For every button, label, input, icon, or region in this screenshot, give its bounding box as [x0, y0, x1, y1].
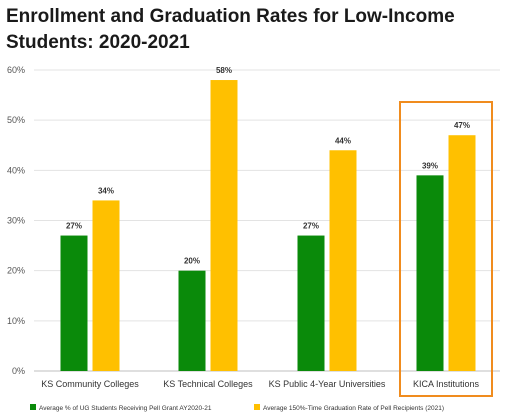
chart-title: Enrollment and Graduation Rates for Low-… [6, 4, 500, 56]
highlight-box [399, 101, 493, 397]
data-label: 39% [422, 161, 438, 170]
category-label: KS Technical Colleges [163, 379, 253, 389]
bar [416, 175, 444, 371]
data-label: 27% [303, 222, 319, 231]
bar [178, 270, 206, 371]
bar [448, 135, 476, 371]
category-label: KS Public 4-Year Universities [269, 379, 386, 389]
legend-label: Average 150%-Time Graduation Rate of Pel… [263, 405, 444, 412]
data-label: 34% [98, 186, 114, 195]
data-label: 44% [335, 136, 351, 145]
bar [297, 235, 325, 371]
bar [92, 200, 120, 371]
category-label: KICA Institutions [413, 379, 480, 389]
y-tick-label: 30% [7, 216, 25, 226]
y-tick-label: 10% [7, 316, 25, 326]
y-tick-label: 0% [12, 366, 25, 376]
chart-title-line-1: Enrollment and Graduation Rates for Low-… [6, 6, 455, 27]
y-tick-label: 40% [7, 165, 25, 175]
legend-label: Average % of UG Students Receiving Pell … [39, 405, 212, 412]
data-label: 20% [184, 257, 200, 266]
bar [60, 235, 88, 371]
bar [329, 150, 357, 371]
data-label: 58% [216, 66, 232, 75]
y-tick-label: 50% [7, 115, 25, 125]
bar [210, 80, 238, 372]
data-label: 47% [454, 121, 470, 130]
legend-swatch [30, 404, 36, 410]
legend-swatch [254, 404, 260, 410]
data-label: 27% [66, 222, 82, 231]
y-tick-label: 20% [7, 266, 25, 276]
chart-title-line-2: Students: 2020-2021 [6, 32, 190, 53]
y-tick-label: 60% [7, 65, 25, 75]
category-label: KS Community Colleges [41, 379, 139, 389]
